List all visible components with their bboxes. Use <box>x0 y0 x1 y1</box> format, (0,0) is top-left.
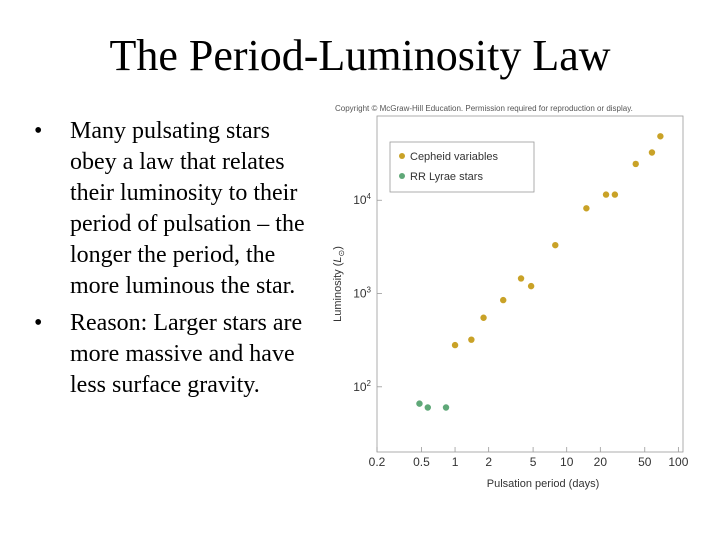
y-axis-label-close: ) <box>332 246 344 250</box>
x-tick-label: 2 <box>485 455 492 469</box>
x-tick-label: 0.2 <box>369 455 386 469</box>
legend: Cepheid variables RR Lyrae stars <box>389 141 535 193</box>
y-axis-label: Luminosity (L⊙) <box>332 246 346 322</box>
x-tick-label: 100 <box>668 455 688 469</box>
bullet-item: • Many pulsating stars obey a law that r… <box>30 116 315 302</box>
x-tick-label: 5 <box>530 455 537 469</box>
y-tick-label-exponent: 3 <box>367 286 372 295</box>
x-tick-label: 10 <box>560 455 574 469</box>
slide-title: The Period-Luminosity Law <box>109 31 611 80</box>
cepheid-point <box>657 133 664 140</box>
rrlyrae-point <box>416 400 423 407</box>
cepheid-point <box>602 191 610 198</box>
y-tick-label: 104 <box>353 192 371 207</box>
rrlyrae-point <box>442 404 450 411</box>
rrlyrae-point <box>424 404 431 411</box>
cepheid-point <box>451 341 459 349</box>
bullet-list: • Many pulsating stars obey a law that r… <box>30 116 315 407</box>
y-tick-label: 102 <box>353 379 371 394</box>
bullet-text: Reason: Larger stars are more massive an… <box>70 310 303 398</box>
y-tick-label-base: 10 <box>353 380 367 394</box>
plot-frame <box>376 115 684 453</box>
cepheid-point <box>517 275 525 282</box>
x-tick-label: 50 <box>638 455 652 469</box>
x-tick-label: 1 <box>452 455 459 469</box>
legend-box <box>389 141 535 193</box>
cepheid-point <box>648 149 656 156</box>
copyright-notice: Copyright © McGraw-Hill Education. Permi… <box>335 104 633 113</box>
cepheid-point <box>583 205 590 212</box>
cepheid-point <box>552 241 559 249</box>
x-tick-label: 0.5 <box>413 455 430 469</box>
y-axis-label-main: Luminosity ( <box>332 262 344 322</box>
y-tick-label: 103 <box>353 286 371 301</box>
cepheid-point <box>500 296 507 304</box>
cepheid-point <box>632 160 639 168</box>
bullet-text: Many pulsating stars obey a law that rel… <box>70 118 305 299</box>
bullet-item: • Reason: Larger stars are more massive … <box>30 308 315 401</box>
legend-marker-rrlyrae <box>399 173 405 179</box>
cepheid-point <box>468 336 475 343</box>
x-axis-label: Pulsation period (days) <box>487 478 600 490</box>
y-tick-label-exponent: 2 <box>367 379 372 388</box>
y-tick-label-base: 10 <box>353 193 367 207</box>
cepheid-point <box>611 191 619 198</box>
y-tick-label-base: 10 <box>353 287 367 301</box>
y-axis-label-symbol: L <box>332 256 344 262</box>
bullet-dot: • <box>34 118 43 144</box>
cepheid-point <box>527 282 535 290</box>
legend-label-cepheid: Cepheid variables <box>410 151 499 163</box>
cepheid-point <box>480 314 487 321</box>
y-tick-label-exponent: 4 <box>367 192 372 201</box>
legend-marker-cepheid <box>399 153 405 159</box>
y-axis-label-sub: ⊙ <box>337 250 346 257</box>
x-tick-label: 20 <box>594 455 608 469</box>
legend-label-rrlyrae: RR Lyrae stars <box>410 171 483 183</box>
bullet-dot: • <box>34 310 43 336</box>
